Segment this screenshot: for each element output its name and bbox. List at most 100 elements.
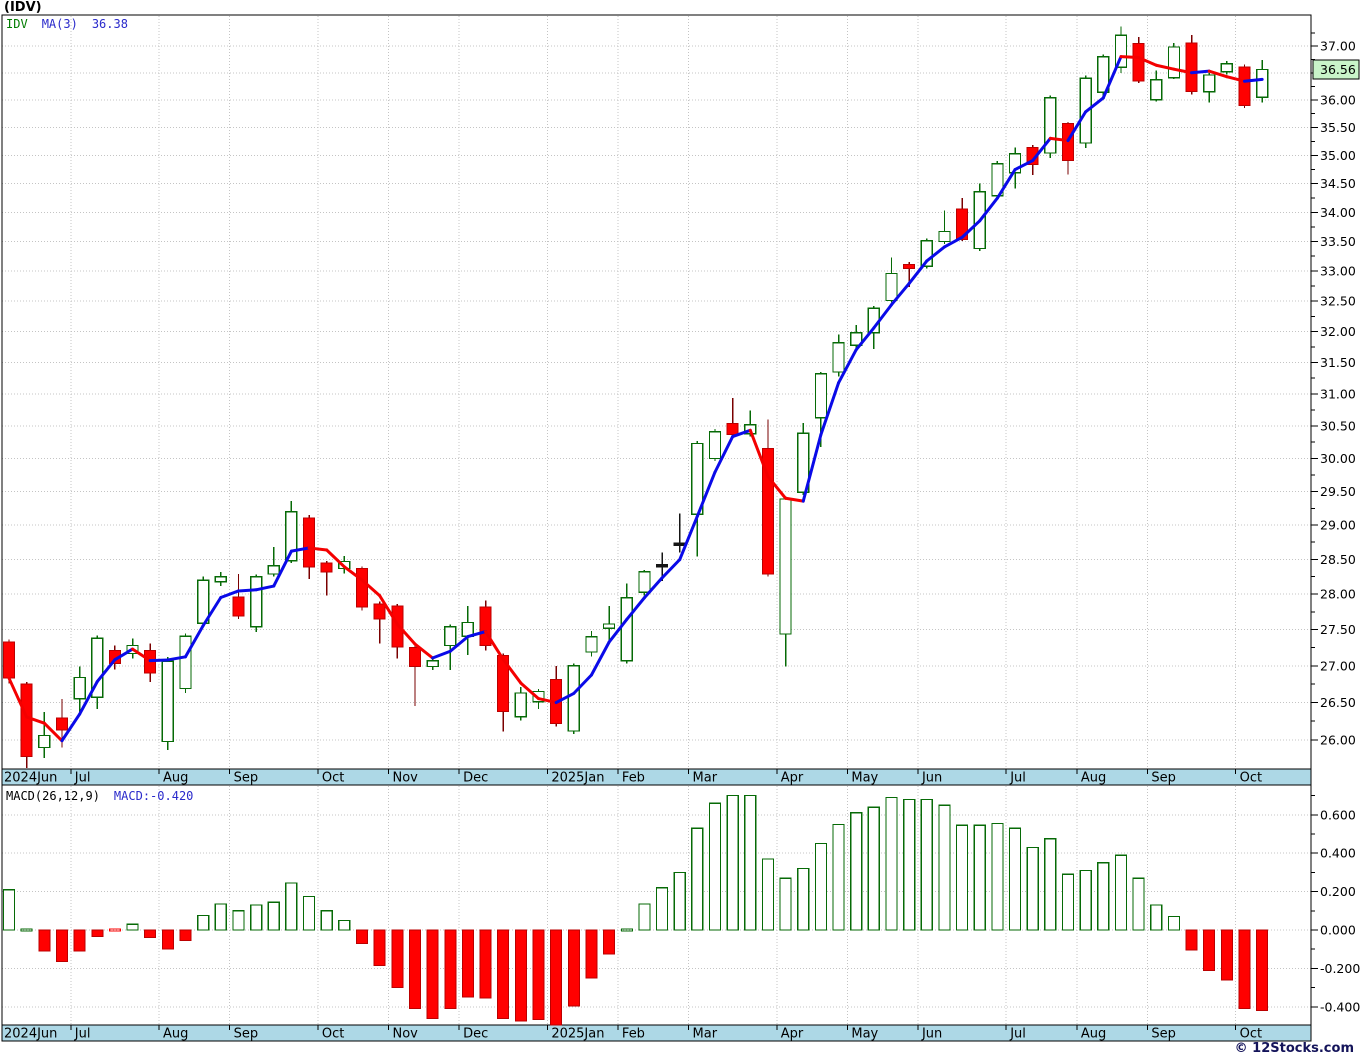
ma3-line-segment [642,576,664,600]
candle-up [267,564,280,575]
month-label: May [851,771,878,786]
macd-legend: MACD(26,12,9) MACD:-0.420 [6,789,193,803]
month-label: Dec [463,771,488,786]
ma3-line-segment [572,673,593,695]
candle-down [726,422,739,435]
macd-bar-positive [1114,854,1128,931]
price-axis-label: 34.00 [1320,205,1356,220]
macd-bar-negative [91,929,104,938]
macd-bar-positive [1132,877,1145,931]
ma3-line-segment [678,514,699,562]
candle-up [832,342,845,373]
macd-bar-positive [267,901,280,931]
macd-bar-negative [585,929,598,979]
price-axis-label: 27.50 [1320,622,1356,637]
macd-bar-negative [1256,929,1269,1012]
macd-bar-positive [691,827,704,931]
month-label: Aug [1081,771,1106,786]
ma3-line-segment [1225,75,1246,83]
candle-down [1185,42,1198,93]
candle-down [3,641,15,679]
ma3-line-segment [1243,77,1264,83]
candle-down [1238,66,1251,106]
macd-bar-negative [479,929,492,999]
ma3-line-segment [42,721,64,743]
ma3-line-segment [942,235,964,249]
ma3-line-segment [784,496,805,503]
ma3-line-segment [925,245,946,263]
price-axis-label: 30.50 [1320,419,1356,434]
candle-up [779,498,792,635]
ma3-line-segment [819,381,841,437]
last-price-badge [1312,59,1360,80]
ma3-line-segment [501,657,523,685]
candle-up [620,597,633,662]
macd-bar-positive [903,798,916,931]
macd-bar-positive [955,824,969,931]
month-label: 2025Jan [551,1027,604,1042]
macd-axis-label: 0.400 [1320,846,1356,861]
price-axis-label: 34.50 [1320,176,1356,191]
macd-bar-negative [1203,929,1216,971]
month-label: Sep [234,771,259,786]
ma3-line-segment [307,546,329,552]
candle-up [285,511,298,562]
candle-up [514,692,527,718]
macd-bar-positive [814,842,828,931]
ma3-line-segment [148,658,170,663]
macd-bar-positive [991,822,1004,931]
candle-up [885,272,898,302]
macd-bar-positive [2,889,16,931]
ma-value: 36.38 [91,17,128,31]
candle-down [391,605,404,648]
ma3-line-segment [607,617,629,644]
price-axis-label: 30.00 [1320,451,1356,466]
month-label: Oct [1240,1027,1262,1042]
ma3-line-segment [960,219,982,239]
ma3-line-segment [325,548,346,569]
ma3-line-segment [801,433,823,503]
candle-down [1132,42,1145,82]
macd-bar-positive [1061,873,1075,931]
candle-down [303,517,316,568]
ma3-line-segment [78,680,99,716]
month-label: Apr [781,771,804,786]
month-label: Aug [163,1027,188,1042]
macd-bar-flat [620,928,633,932]
month-label: Oct [1240,771,1262,786]
macd-bar-positive [232,910,245,931]
ma3-line-segment [60,712,82,743]
ma3-line-segment [978,196,999,223]
month-label: Oct [322,1027,344,1042]
ma3-line-segment [378,594,399,626]
macd-bar-positive [1079,869,1092,931]
month-label: Sep [1151,1027,1176,1042]
macd-bar-negative [73,929,86,952]
candle-down [479,606,492,646]
month-label: Aug [1081,1027,1106,1042]
ma3-line-segment [219,589,240,600]
candle-down [497,655,510,712]
price-axis-label: 28.50 [1320,552,1356,567]
page-title: (IDV) [4,0,42,15]
candle-up [638,571,651,593]
macd-bar-negative [161,929,174,950]
ma-label: MA(3) [41,17,78,31]
month-label: Apr [781,1027,804,1042]
ma3-line-segment [395,622,417,646]
month-label: Mar [693,1027,718,1042]
ma3-line-segment [272,549,293,588]
month-label: Oct [322,771,344,786]
ma3-line-segment [854,326,876,352]
ma3-line-segment [484,630,505,661]
ma3-line-segment [431,649,452,660]
price-axis-label: 33.00 [1320,264,1356,279]
ma3-line-segment [554,691,576,705]
site-credit-link[interactable]: © 12Stocks.com [1234,1041,1354,1056]
ma3-line-segment [1013,159,1035,172]
candle-up [585,636,598,653]
macd-bar-positive [832,823,845,931]
ma3-line-segment [201,596,223,628]
macd-bar-negative [550,929,563,1026]
